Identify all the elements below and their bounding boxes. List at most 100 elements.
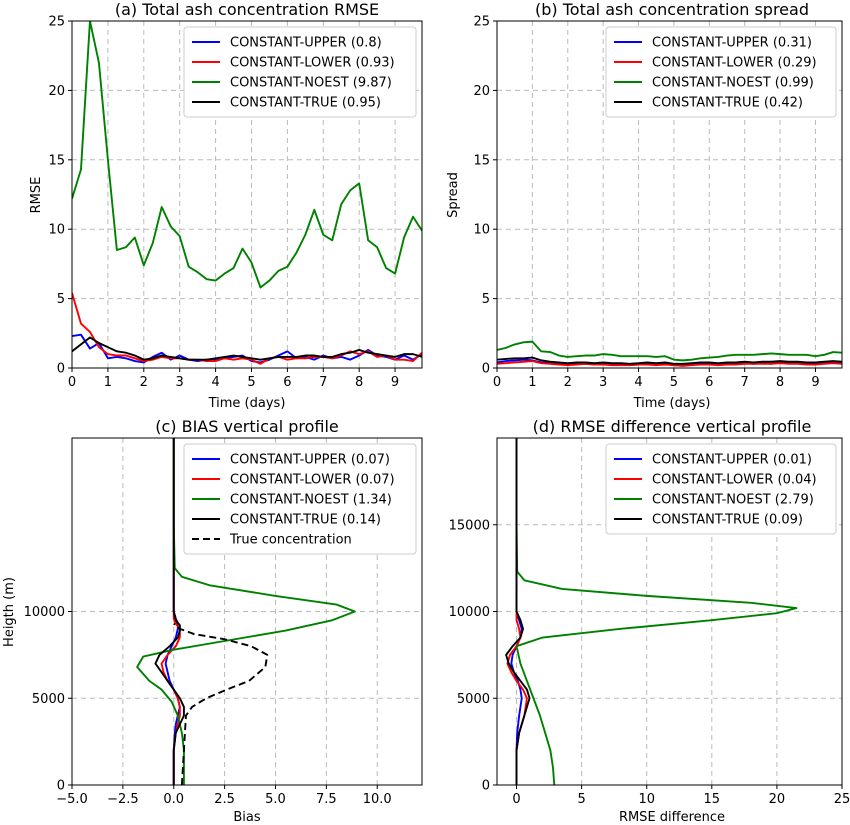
panel-d-series-4-line	[505, 438, 531, 785]
panel-a-ytick-label: 0	[57, 362, 65, 377]
panel-d-xtick-label: 0	[512, 792, 520, 807]
panel-b: (b) Total ash concentration spread Time …	[446, 0, 843, 411]
panel-b-series-3-line	[497, 340, 842, 362]
panel-b-ytick-label: 5	[482, 292, 490, 307]
panel-a-xtick-label: 1	[104, 375, 112, 390]
panel-d-xtick-label: 10	[638, 792, 655, 807]
panel-c-series-4-line	[154, 438, 185, 785]
panel-c-legend-label-1: CONSTANT-UPPER (0.07)	[230, 453, 390, 468]
panel-d-frame	[496, 437, 843, 786]
panel-d-xlabel: RMSE difference	[619, 810, 725, 825]
panel-c-xtick-label: 2.5	[214, 792, 235, 807]
panel-a-title: (a) Total ash concentration RMSE	[115, 0, 379, 19]
panel-a-legend-label-1: CONSTANT-UPPER (0.8)	[230, 36, 382, 51]
panel-b-legend-label-1: CONSTANT-UPPER (0.31)	[652, 36, 812, 51]
panel-d-legend-box	[605, 443, 837, 535]
panel-c-legend-box	[183, 443, 417, 555]
panel-a-legend-box	[183, 26, 417, 118]
panel-d-legend: CONSTANT-UPPER (0.01) CONSTANT-LOWER (0.0…	[605, 443, 837, 535]
panel-a-legend-label-2: CONSTANT-LOWER (0.93)	[230, 56, 395, 71]
panel-c-legend-label-5: True concentration	[229, 533, 352, 548]
panel-d-ytick-label: 10000	[449, 605, 490, 620]
panel-b-xtick-label: 6	[705, 375, 713, 390]
panel-c-xtick-label: 5.0	[265, 792, 286, 807]
panel-b-xtick-label: 1	[528, 375, 536, 390]
panel-a-xtick-label: 4	[211, 375, 219, 390]
panel-d-ytick-label: 5000	[457, 692, 490, 707]
panel-a-xtick-label: 8	[355, 375, 363, 390]
panel-a-series-2-line	[72, 292, 422, 365]
panel-b-xtick-label: 7	[741, 375, 749, 390]
panel-a-xtick-label: 7	[319, 375, 327, 390]
panel-b-ytick-label: 10	[473, 223, 490, 238]
panel-b-legend-label-3: CONSTANT-NOEST (0.99)	[652, 76, 814, 91]
panel-d-ytick-label: 0	[482, 779, 490, 794]
panel-c-title: (c) BIAS vertical profile	[155, 417, 339, 436]
panel-c-xtick-label: 0.0	[163, 792, 184, 807]
panel-b-ytick-label: 20	[473, 84, 490, 99]
panel-a-xtick-label: 2	[140, 375, 148, 390]
panel-b-xtick-label: 8	[776, 375, 784, 390]
panel-d-ticks: 0 5 10 15 20 25 0 5000 10000 15000	[449, 437, 850, 807]
panel-b-xtick-label: 2	[564, 375, 572, 390]
panel-c-legend: CONSTANT-UPPER (0.07) CONSTANT-LOWER (0.0…	[183, 443, 417, 555]
panel-d-xtick-label: 20	[769, 792, 786, 807]
panel-c-ytick-label: 5000	[32, 692, 65, 707]
panel-a-ytick-label: 10	[48, 223, 65, 238]
panel-b-xtick-label: 3	[599, 375, 607, 390]
panel-b-legend-box	[605, 26, 837, 118]
panel-d: (d) RMSE difference vertical profile RMS…	[449, 417, 850, 825]
panel-d-legend-label-4: CONSTANT-TRUE (0.09)	[652, 513, 803, 528]
panel-c-xtick-label: −2.5	[107, 792, 139, 807]
panel-c-xtick-label: 10.0	[363, 792, 392, 807]
panel-a-legend-label-3: CONSTANT-NOEST (9.87)	[230, 76, 392, 91]
panel-c-series-5-line	[173, 622, 269, 785]
panel-b-legend-label-4: CONSTANT-TRUE (0.42)	[652, 96, 803, 111]
panel-c-legend-label-3: CONSTANT-NOEST (1.34)	[230, 493, 392, 508]
panel-b-ytick-label: 25	[473, 15, 490, 30]
panel-d-legend-label-3: CONSTANT-NOEST (2.79)	[652, 493, 814, 508]
panel-c: (c) BIAS vertical profile Bias Heigth (m…	[2, 417, 423, 825]
panel-a: (a) Total ash concentration RMSE Time (d…	[29, 0, 423, 411]
panel-a-series	[72, 21, 422, 365]
panel-a-xtick-label: 9	[391, 375, 399, 390]
panel-a-series-4-line	[72, 336, 422, 361]
panel-d-xtick-label: 25	[834, 792, 850, 807]
panel-b-legend: CONSTANT-UPPER (0.31) CONSTANT-LOWER (0.2…	[605, 26, 837, 118]
panel-c-frame	[71, 437, 423, 786]
panel-a-ytick-label: 20	[48, 84, 65, 99]
panel-b-title: (b) Total ash concentration spread	[535, 0, 809, 19]
panel-b-ytick-label: 15	[473, 153, 490, 168]
panel-a-xtick-label: 3	[176, 375, 184, 390]
panel-c-series	[136, 438, 356, 785]
panel-c-xlabel: Bias	[233, 810, 260, 825]
panel-a-frame	[71, 20, 423, 369]
panel-c-ytick-label: 0	[57, 779, 65, 794]
panel-b-xtick-label: 0	[493, 375, 501, 390]
panel-b-ticks: 0 1 2 3 4 5 6 7 8 9 0 5 10 15 20 25	[473, 15, 843, 390]
panel-b-series	[497, 340, 842, 367]
panel-d-legend-label-1: CONSTANT-UPPER (0.01)	[652, 453, 812, 468]
panel-b-xtick-label: 5	[670, 375, 678, 390]
panel-a-ytick-label: 15	[48, 153, 65, 168]
panel-b-xlabel: Time (days)	[633, 396, 711, 411]
panel-a-xtick-label: 6	[283, 375, 291, 390]
panel-b-series-2-line	[497, 360, 842, 367]
panel-a-xtick-label: 0	[68, 375, 76, 390]
panel-d-xtick-label: 15	[704, 792, 721, 807]
panel-a-ylabel: RMSE	[29, 177, 44, 214]
panel-b-xtick-label: 9	[811, 375, 819, 390]
panel-d-xtick-label: 5	[577, 792, 585, 807]
panel-c-ylabel: Heigth (m)	[2, 577, 17, 647]
panel-c-legend-label-4: CONSTANT-TRUE (0.14)	[230, 513, 381, 528]
panel-b-xtick-label: 4	[634, 375, 642, 390]
panel-a-xtick-label: 5	[247, 375, 255, 390]
panel-a-series-3-line	[72, 21, 422, 289]
panel-c-legend-label-2: CONSTANT-LOWER (0.07)	[230, 473, 395, 488]
panel-c-ticks: −5.0 −2.5 0.0 2.5 5.0 7.5 10.0 0 5000 10000	[24, 437, 423, 807]
panel-d-legend-label-2: CONSTANT-LOWER (0.04)	[652, 473, 817, 488]
panel-b-frame	[496, 20, 843, 369]
panel-c-xtick-label: 7.5	[316, 792, 337, 807]
panel-c-ytick-label: 10000	[24, 605, 65, 620]
